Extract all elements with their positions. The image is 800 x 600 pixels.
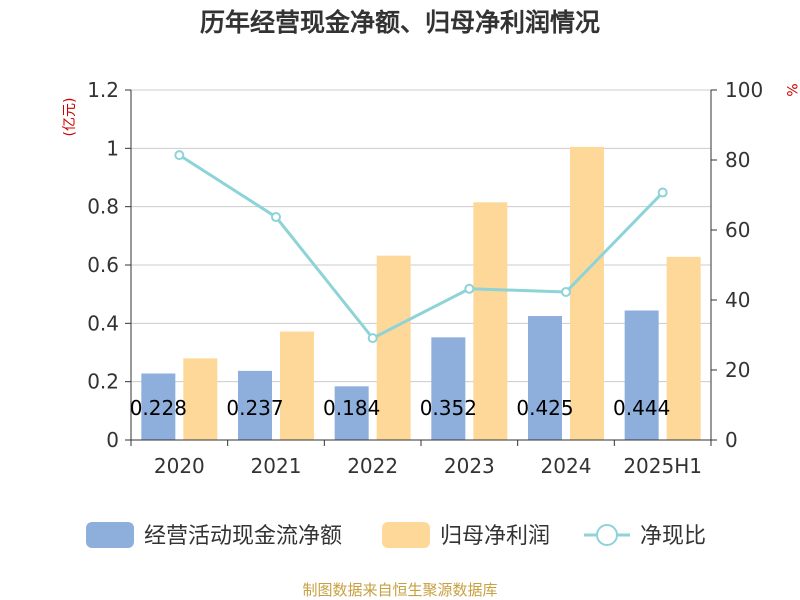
legend-swatch-net-profit xyxy=(382,522,430,548)
bar-cash-flow xyxy=(528,316,562,440)
right-axis-tick-label: 80 xyxy=(725,148,750,172)
bar-net-profit xyxy=(570,146,604,440)
left-axis-unit: (亿元) xyxy=(62,98,78,137)
chart-title: 历年经营现金净额、归母净利润情况 xyxy=(200,8,600,37)
data-label-cash-flow: 0.352 xyxy=(420,396,477,420)
legend-marker-ratio xyxy=(596,524,618,546)
right-axis-tick-label: 100 xyxy=(725,78,763,102)
right-axis-tick-label: 60 xyxy=(725,218,750,242)
right-axis-tick-label: 20 xyxy=(725,358,750,382)
ratio-point xyxy=(464,283,475,294)
ratio-point xyxy=(174,150,185,161)
bar-net-profit xyxy=(473,202,508,440)
bar-cash-flow xyxy=(624,310,659,440)
bar-net-profit xyxy=(183,358,218,440)
right-axis-tick-label: 0 xyxy=(725,428,738,452)
left-axis-tick-label: 0.8 xyxy=(87,195,119,219)
bar-cash-flow xyxy=(238,370,272,440)
left-axis-tick-label: 0.4 xyxy=(87,311,119,335)
data-label-cash-flow: 0.444 xyxy=(613,396,670,420)
ratio-point xyxy=(367,333,378,344)
x-axis-tick-label: 2024 xyxy=(541,454,592,478)
left-axis-tick-label: 0.2 xyxy=(87,370,119,394)
source-note: 制图数据来自恒生聚源数据库 xyxy=(302,581,497,599)
left-axis-tick-label: 0.6 xyxy=(87,253,119,277)
x-axis-tick-label: 2021 xyxy=(251,454,302,478)
ratio-line xyxy=(178,153,664,341)
legend-swatch-cash-flow xyxy=(86,522,134,548)
ratio-point xyxy=(271,212,281,223)
bar-cash-flow xyxy=(334,386,369,440)
x-axis-tick-label: 2023 xyxy=(444,454,495,478)
left-axis-tick-label: 1 xyxy=(106,136,119,160)
legend-label-ratio: 净现比 xyxy=(640,524,706,549)
ratio-point xyxy=(561,286,571,297)
legend-label-cash-flow: 经营活动现金流净额 xyxy=(144,524,342,549)
bar-net-profit xyxy=(280,331,314,440)
bar-cash-flow xyxy=(431,337,466,440)
x-axis-tick-label: 2025H1 xyxy=(623,454,702,478)
right-axis-unit: % xyxy=(783,83,799,96)
left-axis-tick-label: 1.2 xyxy=(87,78,119,102)
data-label-cash-flow: 0.228 xyxy=(130,396,187,420)
bar-net-profit xyxy=(376,255,411,440)
x-axis-tick-label: 2020 xyxy=(154,454,205,478)
right-axis-tick-label: 40 xyxy=(725,288,750,312)
bar-cash-flow xyxy=(141,373,176,440)
left-axis-tick-label: 0 xyxy=(106,428,119,452)
legend-label-net-profit: 归母净利润 xyxy=(440,524,550,549)
ratio-point xyxy=(657,187,668,198)
data-label-cash-flow: 0.184 xyxy=(323,396,380,420)
bar-net-profit xyxy=(666,256,701,440)
data-label-cash-flow: 0.237 xyxy=(226,396,283,420)
x-axis-tick-label: 2022 xyxy=(347,454,398,478)
data-label-cash-flow: 0.425 xyxy=(516,396,573,420)
